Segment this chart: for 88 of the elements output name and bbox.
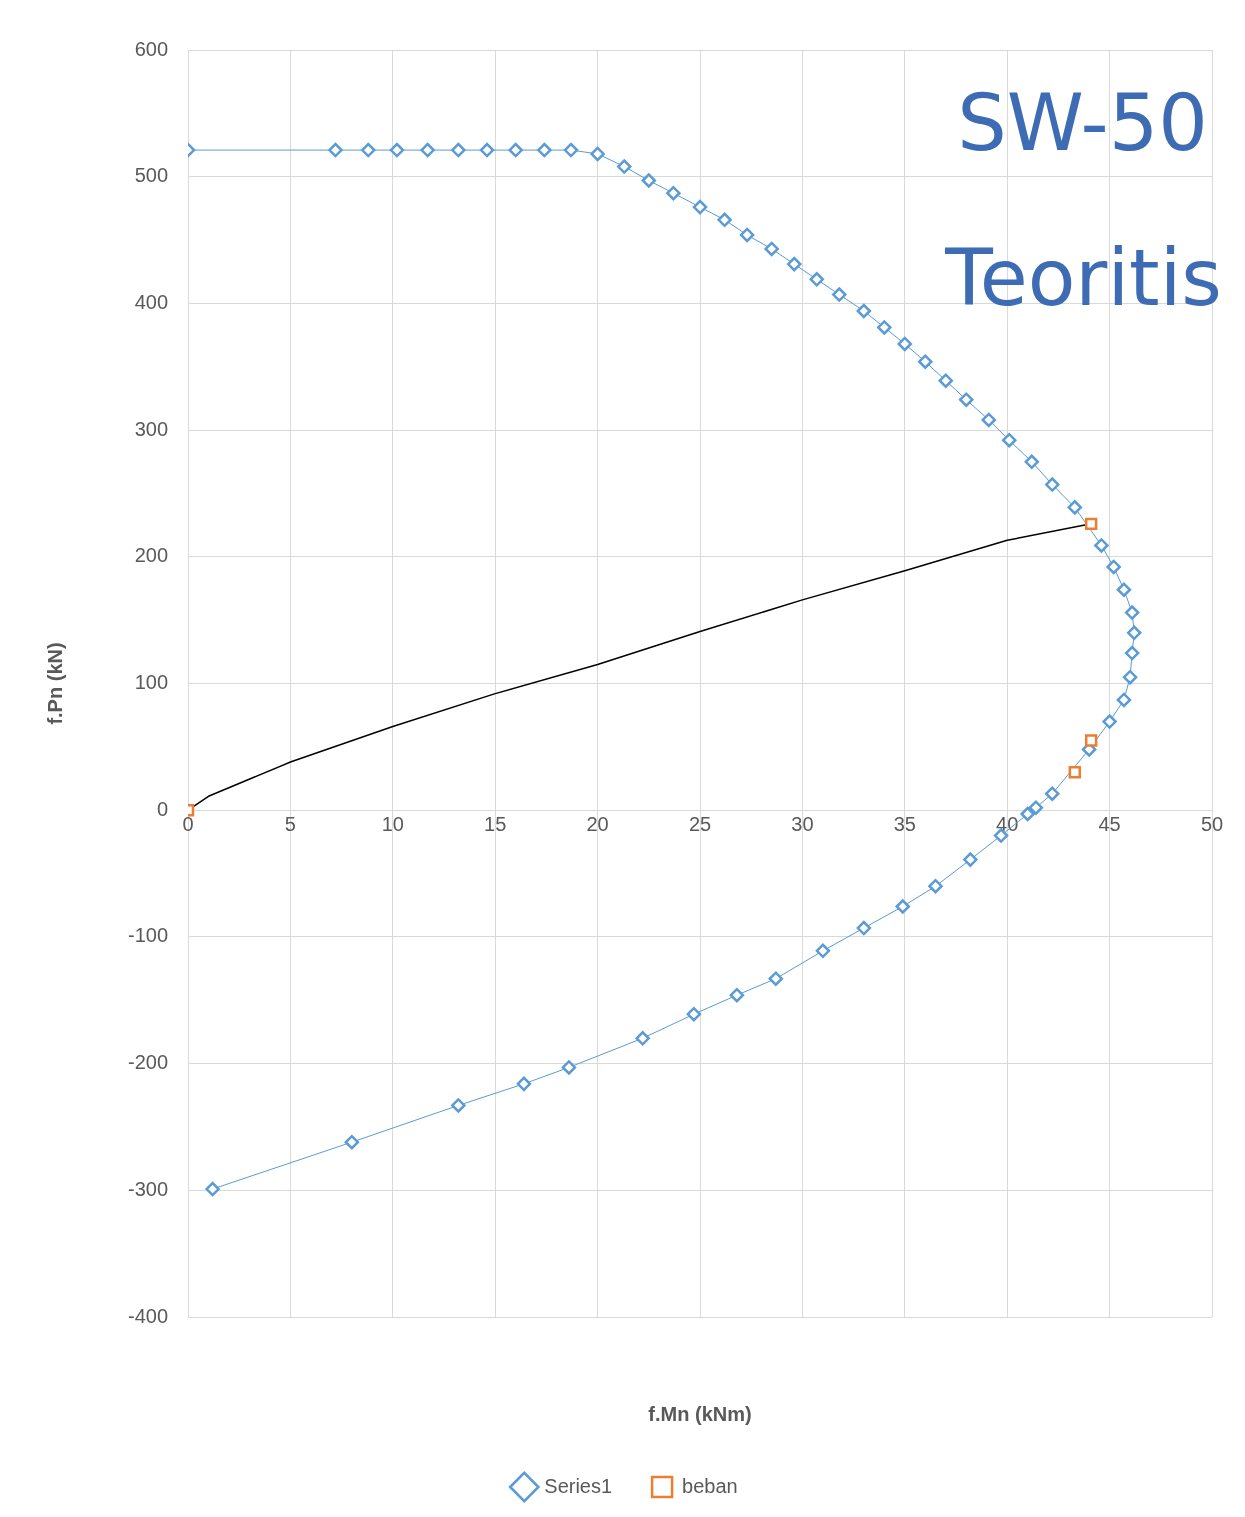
point	[1124, 605, 1140, 620]
point	[692, 199, 708, 215]
y-tick-label: 0	[156, 797, 169, 820]
point	[832, 287, 847, 302]
point	[928, 878, 943, 894]
chart-title: SW-50	[957, 78, 1208, 168]
point	[1126, 625, 1142, 641]
point	[815, 943, 831, 959]
point	[1094, 538, 1109, 553]
point	[856, 920, 872, 936]
x-tick-label: 15	[484, 812, 507, 835]
point	[451, 1098, 466, 1113]
point	[516, 1076, 532, 1092]
y-tick-label: 600	[134, 37, 169, 60]
y-tick-label: -300	[128, 1177, 169, 1200]
point	[1045, 786, 1060, 801]
point	[786, 256, 802, 272]
point	[479, 142, 495, 158]
x-tick-label: 20	[586, 812, 609, 835]
x-tick-label: 50	[1200, 812, 1224, 835]
point	[561, 1060, 577, 1075]
y-tick-label: -100	[128, 924, 169, 947]
point	[1106, 559, 1121, 575]
point	[918, 354, 933, 369]
x-tick-label: 35	[893, 812, 916, 835]
point	[508, 142, 523, 158]
x-tick-label: 45	[1098, 812, 1121, 835]
point	[938, 373, 954, 388]
point	[205, 1181, 220, 1197]
x-tick-label: 30	[791, 812, 814, 835]
point	[635, 1031, 650, 1046]
point	[389, 142, 405, 158]
point	[1028, 800, 1044, 815]
x-axis-title: f.Mn (kNm)	[648, 1402, 752, 1425]
point	[1084, 734, 1098, 747]
point	[877, 320, 892, 335]
point	[641, 173, 657, 188]
point	[1068, 765, 1081, 779]
point	[1067, 500, 1083, 515]
point	[1122, 669, 1138, 685]
point	[1102, 714, 1117, 729]
point	[1002, 432, 1017, 448]
x-tick-label: 0	[182, 812, 194, 835]
point	[959, 392, 974, 407]
x-tick-label: 40	[996, 812, 1019, 835]
y-axis-title: f.Pn (kN)	[43, 642, 66, 725]
legend-label: Series1	[544, 1474, 613, 1497]
point	[1084, 517, 1098, 531]
point	[686, 1006, 702, 1022]
point	[563, 142, 579, 158]
point	[768, 971, 784, 986]
point	[739, 227, 755, 243]
point	[590, 146, 605, 162]
point	[537, 142, 552, 158]
y-tick-label: 500	[134, 164, 169, 187]
y-tick-label: 300	[134, 417, 169, 440]
point	[1124, 645, 1140, 661]
y-tick-label: 100	[134, 671, 169, 694]
point	[1116, 582, 1132, 597]
point	[451, 142, 466, 158]
y-tick-label: -200	[128, 1051, 169, 1074]
point	[717, 212, 732, 228]
point	[963, 852, 978, 867]
point	[1020, 806, 1035, 822]
point	[361, 142, 376, 158]
point	[897, 336, 913, 352]
point	[1024, 454, 1040, 470]
point	[616, 159, 632, 174]
y-tick-label: 200	[134, 544, 169, 567]
point	[344, 1134, 360, 1150]
point	[764, 241, 779, 257]
point	[666, 185, 681, 201]
point	[729, 987, 745, 1003]
legend-label: beban	[682, 1474, 738, 1497]
point	[856, 303, 872, 319]
text: Teoritis	[944, 233, 1222, 323]
x-tick-label: 10	[381, 812, 404, 835]
x-tick-label: 5	[284, 812, 296, 835]
point	[328, 142, 343, 158]
point	[809, 272, 824, 287]
point	[1045, 477, 1060, 492]
point	[981, 412, 997, 428]
point	[1116, 692, 1132, 708]
y-tick-label: -400	[128, 1304, 169, 1327]
y-tick-label: 400	[134, 290, 169, 313]
point	[420, 142, 435, 158]
x-tick-label: 25	[688, 812, 712, 835]
point	[895, 899, 911, 914]
